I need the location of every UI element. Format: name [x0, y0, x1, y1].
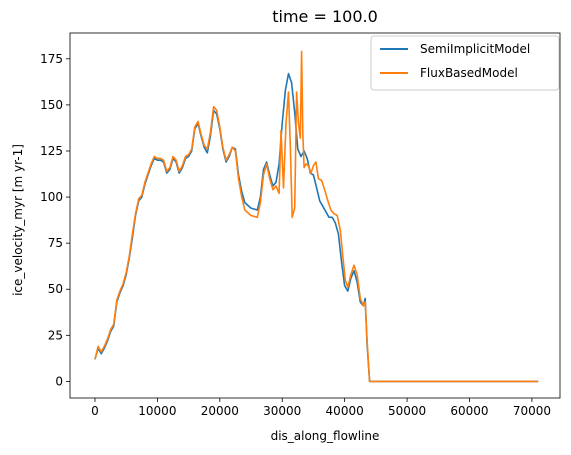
y-axis-label: ice_velocity_myr [m yr-1]	[11, 144, 25, 296]
y-tick-label-0: 0	[55, 374, 63, 388]
legend: SemiImplicitModel FluxBasedModel	[370, 35, 560, 91]
x-tick-label-40000: 40000	[326, 404, 364, 418]
y-tick-label-100: 100	[40, 190, 63, 204]
legend-box	[370, 35, 560, 91]
series-line-fluxbasedmodel	[94, 50, 539, 383]
y-tick-label-175: 175	[40, 52, 63, 66]
x-tick-label-60000: 60000	[450, 404, 488, 418]
x-tick-label-10000: 10000	[138, 404, 176, 418]
x-tick-label-70000: 70000	[513, 404, 551, 418]
x-axis-label: dis_along_flowline	[271, 429, 380, 443]
y-tick-label-150: 150	[40, 98, 63, 112]
legend-label-semiimplicitmodel: SemiImplicitModel	[420, 42, 530, 56]
legend-label-fluxbasedmodel: FluxBasedModel	[420, 66, 518, 80]
y-tick-label-25: 25	[48, 328, 63, 342]
axes-frame	[69, 32, 561, 399]
x-tick-label-0: 0	[91, 404, 99, 418]
x-tick-label-50000: 50000	[388, 404, 426, 418]
y-tick-label-75: 75	[48, 236, 63, 250]
y-tick-label-50: 50	[48, 282, 63, 296]
x-tick-label-30000: 30000	[263, 404, 301, 418]
chart-title: time = 100.0	[272, 7, 378, 26]
series-line-semiimplicitmodel	[94, 72, 539, 383]
plot-area: 0 10000 20000 30000 40000 50000 60000 70000 0 25 5…	[40, 32, 561, 418]
x-tick-label-20000: 20000	[201, 404, 239, 418]
y-tick-label-125: 125	[40, 144, 63, 158]
